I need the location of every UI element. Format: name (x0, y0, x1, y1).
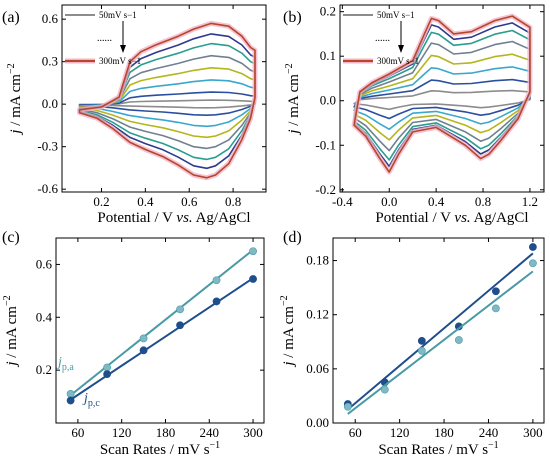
data-point-1 (66, 390, 75, 398)
panel-label: (d) (283, 229, 302, 246)
data-point-2 (139, 346, 148, 355)
y-tick-label: 0.2 (320, 4, 336, 19)
x-tick-label: 60 (349, 425, 362, 440)
legend-arrow-head (120, 45, 126, 53)
panel-a-cv-chart: 0.2 0.4 0.6 0.8 -0.6 -0.3 0.0 0.3 0.6 50mV s−1...… (2, 4, 267, 226)
data-point-2 (528, 259, 537, 268)
y-tick-label: -0.1 (315, 137, 336, 152)
legend-dots: ...... (375, 33, 390, 44)
plot-frame (61, 4, 267, 193)
y-tick-label: 0.18 (306, 253, 329, 268)
y-tick-label: 0.06 (306, 361, 329, 376)
data-point-1 (139, 334, 148, 343)
x-tick-label: 1.2 (522, 194, 538, 209)
x-axis-label: Scan Rates / mV s−1 (100, 440, 220, 458)
panel-b-cv-chart: -0.4 0.0 0.4 0.8 1.2 -0.2 -0.1 0.0 0.1 0.2 50mV s−… (283, 4, 545, 226)
y-tick-label: 0.0 (320, 93, 336, 108)
x-tick-label: 0.4 (137, 194, 154, 209)
data-point-2 (103, 370, 111, 379)
legend-label-top: 50mV s−1 (377, 10, 415, 20)
panel-c-scan-rate-chart: 60 120 180 240 300 0.2 0.4 0.6 jp,a jp,c (c) j / mA… (2, 229, 265, 458)
cv-series-group (351, 13, 533, 175)
data-point-2 (417, 346, 426, 355)
x-tick-label: -0.4 (332, 194, 353, 209)
y-tick-label: -0.3 (37, 139, 58, 154)
fit-line-2 (70, 277, 254, 401)
data-point-2 (343, 402, 352, 411)
panel-d-scan-rate-chart: 60 120 180 240 300 0.00 0.06 0.12 0.18 (d) j / mA … (279, 229, 545, 458)
legend-dots: ...... (97, 33, 112, 44)
legend-arrow-head (398, 45, 404, 53)
y-axis-label: j / mA cm−2 (2, 295, 20, 367)
data-point-2 (212, 297, 221, 306)
fit-line-1 (347, 252, 534, 411)
data-point-2 (66, 396, 75, 405)
y-tick-label: 0.0 (42, 96, 58, 111)
x-tick-label: 300 (243, 425, 263, 440)
data-point-2 (491, 304, 500, 313)
x-axis-label: Scan Rates / mV s−1 (378, 440, 498, 458)
data-point-2 (454, 336, 463, 344)
y-tick-label: -0.2 (315, 182, 336, 197)
x-tick-label: 300 (523, 425, 543, 440)
x-tick-label: 0.8 (225, 194, 241, 209)
cv-curve-8 (78, 22, 256, 179)
panel-label: (c) (2, 229, 20, 246)
plot-frame (332, 237, 545, 424)
legend-label-bottom: 300mV s−1 (377, 56, 419, 66)
y-tick-label: 0.00 (306, 415, 329, 430)
legend-label-top: 50mV s−1 (99, 10, 137, 20)
x-tick-label: 0.2 (93, 194, 109, 209)
data-point-2 (176, 321, 184, 330)
y-tick-label: 0.1 (320, 48, 336, 63)
data-point-1 (176, 305, 184, 314)
data-point-1 (212, 276, 221, 285)
cv-curve-8 (353, 15, 531, 173)
panel-label: (a) (2, 9, 20, 26)
data-point-1 (491, 287, 500, 296)
y-tick-label: 0.4 (36, 309, 53, 324)
x-tick-label: 60 (71, 425, 84, 440)
plot-frame (55, 237, 265, 424)
x-tick-label: 240 (200, 425, 220, 440)
y-axis-label: j / mA cm−2 (6, 63, 24, 135)
y-axis-label: j / mA cm−2 (279, 295, 297, 367)
legend-label-bottom: 300mV s−1 (99, 56, 141, 66)
y-tick-label: -0.6 (37, 181, 58, 196)
x-tick-label: 0.4 (428, 194, 445, 209)
cv-curve-1 (353, 89, 531, 111)
y-tick-label: 0.12 (306, 307, 329, 322)
x-tick-label: 0.8 (475, 194, 491, 209)
series-label-2: jp,c (82, 391, 100, 409)
y-tick-label: 0.2 (36, 362, 52, 377)
x-tick-label: 120 (390, 425, 410, 440)
data-point-1 (103, 363, 111, 372)
x-axis-label: Potential / V vs. Ag/AgCl (375, 210, 528, 226)
series-label-1: jp,a (56, 355, 74, 373)
x-tick-label: 0.6 (181, 194, 198, 209)
x-tick-label: 0.0 (381, 194, 397, 209)
x-tick-label: 240 (479, 425, 499, 440)
data-point-2 (380, 385, 389, 394)
fit-line-1 (69, 249, 254, 397)
y-axis-label: j / mA cm−2 (284, 63, 302, 135)
data-point-1 (249, 247, 257, 256)
x-tick-label: 120 (112, 425, 132, 440)
y-tick-label: 0.3 (42, 54, 58, 69)
y-tick-label: 0.6 (42, 11, 59, 26)
plot-frame (339, 4, 545, 193)
data-point-1 (528, 243, 537, 251)
x-axis-label: Potential / V vs. Ag/AgCl (97, 210, 250, 226)
cv-series-group (77, 20, 258, 181)
x-tick-label: 180 (434, 425, 454, 440)
panel-label: (b) (283, 9, 302, 26)
fit-line-2 (347, 270, 534, 415)
x-tick-label: 180 (156, 425, 176, 440)
data-point-1 (417, 336, 426, 345)
data-point-2 (249, 275, 257, 283)
y-tick-label: 0.6 (36, 256, 53, 271)
